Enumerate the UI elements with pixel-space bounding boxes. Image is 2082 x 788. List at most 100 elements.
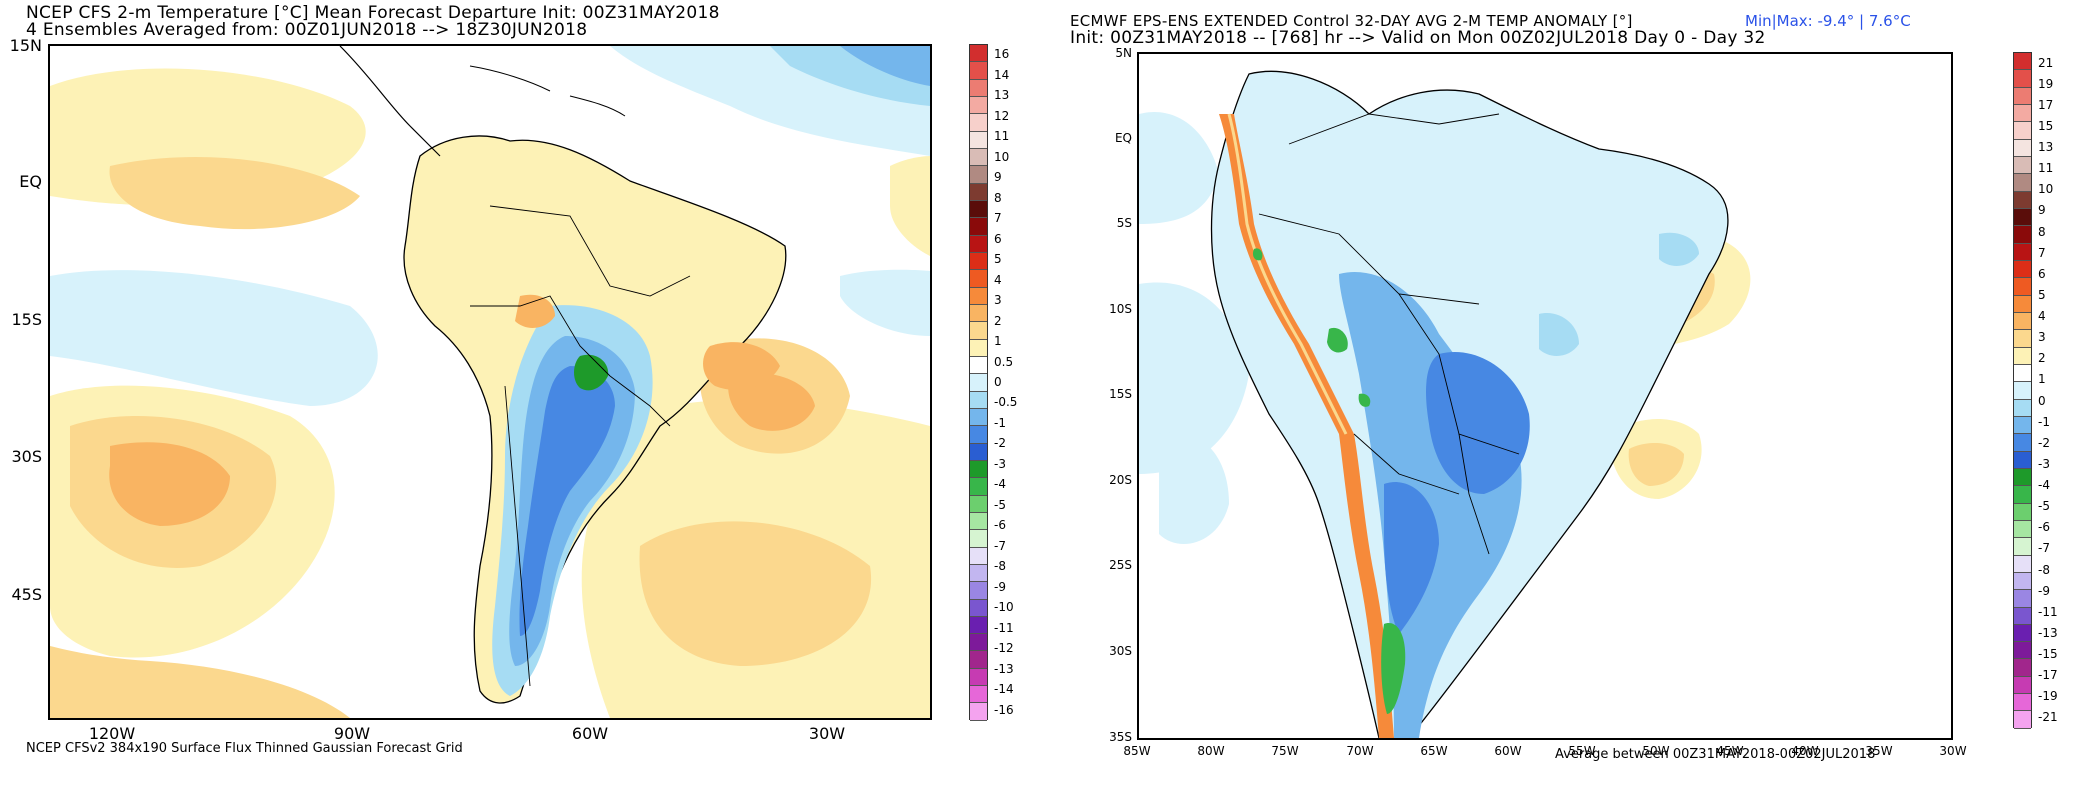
left-colorbar-label: -2 <box>994 436 1006 451</box>
right-colorbar-swatch <box>2014 330 2031 348</box>
left-colorbar-swatch <box>970 235 987 253</box>
left-lon-label: 60W <box>571 724 609 743</box>
left-colorbar-swatch <box>970 131 987 149</box>
left-colorbar-label: 16 <box>994 47 1010 62</box>
left-colorbar-label: -8 <box>994 559 1006 574</box>
left-colorbar-label: 12 <box>994 108 1010 123</box>
right-colorbar-label: 6 <box>2038 266 2046 281</box>
left-colorbar-swatch <box>970 270 987 288</box>
right-colorbar-swatch <box>2014 451 2031 469</box>
right-colorbar-swatch <box>2014 156 2031 175</box>
right-lat-label: EQ <box>1114 131 1132 145</box>
right-colorbar-swatch <box>2014 538 2031 556</box>
right-colorbar-label: 19 <box>2038 76 2054 91</box>
right-lon-label: 35W <box>1865 744 1893 758</box>
right-colorbar-swatch <box>2014 104 2031 123</box>
left-lon-label: 30W <box>808 724 846 743</box>
right-colorbar-swatch <box>2014 208 2031 227</box>
left-colorbar-label: 0 <box>994 375 1002 389</box>
left-colorbar-swatch <box>970 218 987 236</box>
left-colorbar-swatch <box>970 547 987 565</box>
right-colorbar-label: 13 <box>2038 140 2054 155</box>
right-lon-label: 45W <box>1716 744 1744 758</box>
right-colorbar-swatch <box>2014 53 2031 71</box>
left-colorbar-label: -12 <box>994 641 1014 656</box>
right-colorbar-label: -3 <box>2038 456 2050 471</box>
left-colorbar-swatch <box>970 443 987 461</box>
right-lon-label: 40W <box>1791 744 1819 758</box>
right-colorbar-label: 0 <box>2038 393 2046 408</box>
left-colorbar-label: 10 <box>994 149 1010 164</box>
right-colorbar-label: 8 <box>2038 224 2046 239</box>
right-lon-label: 80W <box>1197 744 1225 758</box>
right-colorbar-swatch <box>2014 520 2031 539</box>
right-colorbar-label: 10 <box>2038 182 2054 197</box>
left-colorbar-label: -6 <box>994 518 1006 533</box>
left-colorbar-label: 6 <box>994 231 1002 246</box>
left-colorbar-label: -5 <box>994 497 1006 512</box>
left-colorbar-label: -0.5 <box>994 395 1018 410</box>
right-colorbar-label: -7 <box>2038 541 2050 556</box>
right-lon-label: 55W <box>1568 744 1596 758</box>
right-lat-label: 5S <box>1116 216 1132 230</box>
right-colorbar-swatch <box>2014 503 2031 521</box>
left-lat-label: 15N <box>9 36 42 55</box>
right-colorbar-label: -15 <box>2038 647 2058 662</box>
left-colorbar-swatch <box>970 616 987 635</box>
right-colorbar-label: -17 <box>2038 668 2058 683</box>
left-colorbar-label: 2 <box>994 313 1002 328</box>
right-lat-label: 10S <box>1109 302 1132 316</box>
right-title-line2: Init: 00Z31MAY2018 -- [768] hr --> Valid… <box>1070 28 1766 48</box>
left-colorbar <box>969 44 988 721</box>
right-colorbar-swatch <box>2014 87 2031 105</box>
right-colorbar-swatch <box>2014 243 2031 261</box>
right-lat-label: 25S <box>1109 558 1132 572</box>
right-footer: Average between 00Z31MAY2018-00Z02JUL201… <box>1555 747 1876 762</box>
left-colorbar-swatch <box>970 408 987 427</box>
right-colorbar-label: -21 <box>2038 710 2058 725</box>
right-colorbar-label: -19 <box>2038 689 2058 704</box>
right-colorbar-swatch <box>2014 139 2031 157</box>
right-colorbar-label: 3 <box>2038 330 2046 345</box>
right-lon-label: 85W <box>1123 744 1151 758</box>
left-colorbar-swatch <box>970 530 987 548</box>
right-colorbar-swatch <box>2014 694 2031 712</box>
left-colorbar-swatch <box>970 634 987 652</box>
right-colorbar-swatch <box>2014 555 2031 573</box>
right-colorbar-swatch <box>2014 226 2031 244</box>
left-colorbar-swatch <box>970 96 987 115</box>
left-colorbar-swatch <box>970 339 987 357</box>
left-colorbar-swatch <box>970 183 987 201</box>
left-colorbar-swatch <box>970 582 987 600</box>
left-colorbar-swatch <box>970 668 987 687</box>
right-colorbar-swatch <box>2014 347 2031 365</box>
left-lat-label: EQ <box>19 172 42 191</box>
left-colorbar-swatch <box>970 391 987 409</box>
left-colorbar-swatch <box>970 703 987 721</box>
left-colorbar-label: 7 <box>994 211 1002 226</box>
right-colorbar-swatch <box>2014 642 2031 660</box>
right-colorbar-swatch <box>2014 174 2031 192</box>
right-lon-label: 60W <box>1494 744 1522 758</box>
right-colorbar-label: 17 <box>2038 97 2054 112</box>
right-colorbar-label: -8 <box>2038 562 2050 577</box>
left-colorbar-label: 4 <box>994 272 1002 287</box>
left-colorbar-label: -4 <box>994 477 1006 492</box>
left-colorbar-swatch <box>970 322 987 340</box>
left-colorbar-swatch <box>970 426 987 444</box>
left-colorbar-label: 9 <box>994 170 1002 185</box>
left-colorbar-label: 5 <box>994 252 1002 267</box>
right-lat-label: 5N <box>1115 46 1132 60</box>
right-lon-label: 75W <box>1271 744 1299 758</box>
right-colorbar-label: -11 <box>2038 604 2058 619</box>
left-lat-label: 30S <box>11 447 42 466</box>
right-colorbar-label: -2 <box>2038 435 2050 450</box>
right-colorbar-label: -5 <box>2038 499 2050 514</box>
right-colorbar-label: -4 <box>2038 478 2050 493</box>
left-lat-label: 15S <box>11 310 42 329</box>
right-colorbar-label: 7 <box>2038 245 2046 260</box>
left-colorbar-label: -1 <box>994 415 1006 430</box>
right-lat-label: 20S <box>1109 473 1132 487</box>
right-colorbar-swatch <box>2014 191 2031 209</box>
right-colorbar-label: 9 <box>2038 203 2046 218</box>
